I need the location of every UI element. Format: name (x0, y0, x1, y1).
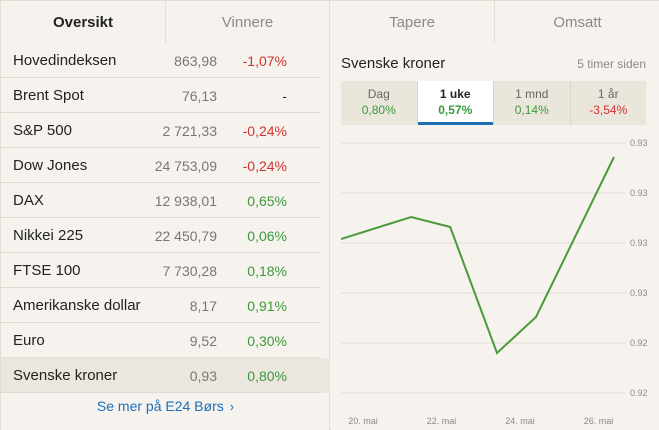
market-name: Euro (13, 332, 45, 349)
market-row[interactable]: Dow Jones 24 753,09 -0,24% (1, 148, 330, 183)
market-value: 24 753,09 (154, 157, 217, 174)
market-value: 0,93 (189, 367, 217, 384)
market-name: Amerikanske dollar (13, 297, 141, 314)
detail-header: Svenske kroner 5 timer siden (341, 55, 646, 75)
market-change: 0,65% (247, 192, 287, 209)
market-change: -1,07% (242, 52, 287, 69)
price-chart: 0.93 0.93 0.93 0.93 0.92 0.92 20. mai 22. mai 24… (341, 135, 659, 430)
market-change: 0,06% (247, 227, 287, 244)
tab-tapere[interactable]: Tapere (330, 1, 495, 43)
period-tab[interactable]: 1 mnd 0,14% (494, 81, 571, 125)
price-chart-svg: 0.93 0.93 0.93 0.93 0.92 0.92 20. mai 22. mai 24… (341, 138, 648, 426)
market-change: -0,24% (242, 122, 287, 139)
period-change: 0,80% (361, 103, 396, 117)
detail-panel: Svenske kroner 5 timer siden Dag 0,80% 1 u… (331, 43, 659, 430)
market-list: Hovedindeksen 863,98 -1,07% Brent Spot 76,13… (1, 43, 330, 393)
period-label: 1 uke (439, 87, 471, 101)
detail-title: Svenske kroner (341, 55, 446, 72)
market-row[interactable]: Euro 9,52 0,30% (1, 323, 330, 358)
updated-timestamp: 5 timer siden (577, 57, 646, 71)
period-change: 0,14% (514, 103, 549, 117)
market-name: S&P 500 (13, 122, 72, 139)
tab-omsatt[interactable]: Omsatt (495, 1, 659, 43)
market-value: 7 730,28 (162, 262, 218, 279)
period-tab[interactable]: 1 uke 0,57% (417, 81, 494, 125)
period-tab[interactable]: Dag 0,80% (341, 81, 418, 125)
market-row[interactable]: S&P 500 2 721,33 -0,24% (1, 113, 330, 148)
x-tick-label: 22. mai (427, 416, 457, 426)
market-value: 12 938,01 (154, 192, 217, 209)
period-label: 1 mnd (515, 87, 549, 101)
market-name: Dow Jones (13, 157, 88, 174)
market-value: 9,52 (189, 332, 217, 349)
market-row[interactable]: DAX 12 938,01 0,65% (1, 183, 330, 218)
market-change: 0,30% (247, 332, 287, 349)
x-tick-label: 26. mai (584, 416, 614, 426)
period-selector: Dag 0,80% 1 uke 0,57% 1 mnd 0,14% 1 år -3,54% (341, 81, 646, 125)
market-value: 22 450,79 (154, 227, 217, 244)
market-change: -0,24% (242, 157, 287, 174)
market-name: Nikkei 225 (13, 227, 84, 244)
market-row[interactable]: FTSE 100 7 730,28 0,18% (1, 253, 330, 288)
market-change: 0,18% (247, 262, 287, 279)
market-change: 0,80% (247, 367, 287, 384)
market-row[interactable]: Amerikanske dollar 8,17 0,91% (1, 288, 330, 323)
y-tick-label: 0.93 (630, 288, 648, 298)
market-list-panel: Hovedindeksen 863,98 -1,07% Brent Spot 76,13… (1, 43, 330, 430)
y-tick-label: 0.93 (630, 238, 648, 248)
price-line (341, 156, 615, 355)
market-name: Svenske kroner (13, 367, 118, 384)
market-row[interactable]: Svenske kroner 0,93 0,80% (1, 358, 330, 393)
y-tick-label: 0.93 (630, 188, 648, 198)
market-name: Brent Spot (13, 87, 84, 104)
market-name: FTSE 100 (13, 262, 81, 279)
market-value: 8,17 (189, 297, 217, 314)
x-tick-label: 20. mai (348, 416, 378, 426)
market-change: 0,91% (247, 297, 287, 314)
x-tick-label: 24. mai (505, 416, 535, 426)
market-value: 863,98 (174, 52, 217, 69)
period-change: -3,54% (589, 103, 628, 117)
tab-oversikt[interactable]: Oversikt (1, 1, 166, 43)
y-tick-label: 0.92 (630, 338, 648, 348)
market-value: 76,13 (181, 87, 217, 104)
period-label: 1 år (597, 87, 619, 101)
market-row[interactable]: Nikkei 225 22 450,79 0,06% (1, 218, 330, 253)
y-tick-label: 0.93 (630, 138, 648, 148)
market-row[interactable]: Brent Spot 76,13 - (1, 78, 330, 113)
period-label: Dag (367, 87, 390, 101)
market-name: Hovedindeksen (13, 52, 117, 69)
period-change: 0,57% (438, 103, 473, 117)
tab-vinnere[interactable]: Vinnere (166, 1, 330, 43)
market-change: - (282, 87, 287, 104)
more-link-label[interactable]: Se mer på E24 Børs (96, 398, 224, 414)
y-tick-label: 0.92 (630, 388, 648, 398)
more-link[interactable]: Se mer på E24 Børs › (1, 398, 330, 414)
chevron-right-icon: › (229, 399, 235, 414)
period-tab[interactable]: 1 år -3,54% (571, 81, 647, 125)
market-row[interactable]: Hovedindeksen 863,98 -1,07% (1, 43, 330, 78)
market-value: 2 721,33 (162, 122, 218, 139)
market-tabs: Oversikt Vinnere Tapere Omsatt (1, 1, 659, 43)
market-name: DAX (13, 192, 44, 209)
